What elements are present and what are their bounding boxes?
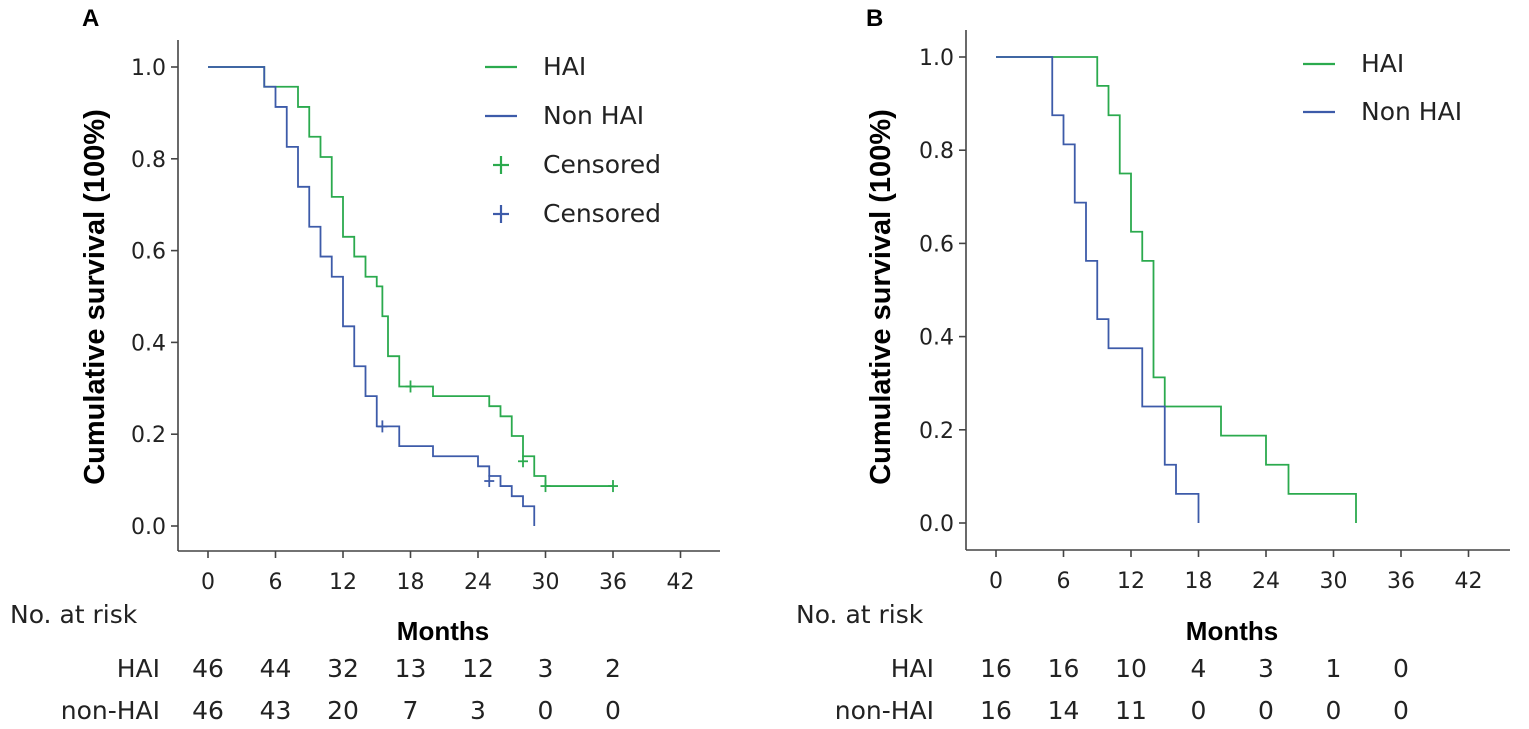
- censor-mark: [608, 480, 618, 493]
- at-risk-value: 0: [1258, 696, 1274, 725]
- x-tick-label: 36: [599, 570, 627, 595]
- censor-mark: [377, 420, 388, 433]
- y-tick-label: 0.2: [919, 419, 954, 444]
- at-risk-value: 0: [538, 696, 554, 725]
- at-risk-value: 7: [403, 696, 419, 725]
- y-tick-label: 0.2: [131, 423, 166, 448]
- x-tick-label: 42: [1455, 569, 1483, 594]
- at-risk-value: 1: [1326, 654, 1342, 683]
- x-tick-label: 18: [1185, 569, 1213, 594]
- censor-mark: [518, 455, 528, 468]
- at-risk-value: 44: [260, 654, 292, 683]
- legend-label: Non HAI: [543, 101, 644, 130]
- at-risk-row-label: non-HAI: [61, 696, 160, 725]
- at-risk-value: 32: [327, 654, 359, 683]
- panel-label: A: [82, 5, 99, 32]
- at-risk-value: 10: [1115, 654, 1147, 683]
- at-risk-row-label: HAI: [117, 654, 160, 683]
- x-tick-label: 24: [464, 570, 492, 595]
- at-risk-value: 3: [538, 654, 554, 683]
- censor-mark: [484, 475, 495, 488]
- x-axis-label: Months: [397, 616, 489, 646]
- legend-item: Non HAI: [485, 101, 644, 130]
- at-risk-value: 43: [260, 696, 292, 725]
- legend-item: HAI: [485, 52, 586, 81]
- at-risk-title: No. at risk: [796, 600, 924, 629]
- y-tick-label: 1.0: [919, 46, 954, 71]
- y-axis-label: Cumulative survival (100%): [865, 109, 897, 485]
- at-risk-value: 0: [1393, 654, 1409, 683]
- x-tick-label: 18: [397, 570, 425, 595]
- y-tick-label: 1.0: [131, 56, 166, 81]
- y-tick-label: 0.0: [131, 515, 166, 540]
- at-risk-value: 0: [1326, 696, 1342, 725]
- x-tick-label: 42: [667, 570, 695, 595]
- at-risk-value: 12: [462, 654, 494, 683]
- at-risk-value: 46: [192, 696, 224, 725]
- censor-mark: [405, 380, 416, 393]
- legend-item: HAI: [1303, 49, 1404, 78]
- y-axis-label: Cumulative survival (100%): [79, 109, 111, 485]
- at-risk-value: 14: [1048, 696, 1080, 725]
- legend-label: Non HAI: [1361, 97, 1462, 126]
- panel-label: B: [866, 5, 883, 32]
- at-risk-row-label: HAI: [891, 654, 934, 683]
- at-risk-value: 2: [605, 654, 621, 683]
- at-risk-value: 3: [1258, 654, 1274, 683]
- km-curve-non-hai: [996, 56, 1200, 523]
- x-tick-label: 0: [989, 569, 1003, 594]
- legend-label: HAI: [543, 52, 586, 81]
- panel-a: A0.00.20.40.60.81.00 6 12 18 24 30 36 42Cumulat…: [10, 5, 720, 725]
- x-tick-label: 6: [269, 570, 283, 595]
- at-risk-value: 13: [395, 654, 427, 683]
- at-risk-value: 16: [980, 654, 1012, 683]
- km-curve-non-hai: [208, 66, 536, 526]
- at-risk-value: 11: [1115, 696, 1147, 725]
- km-curve-hai: [996, 56, 1357, 523]
- censor-mark: [540, 480, 551, 493]
- at-risk-row-label: non-HAI: [835, 696, 934, 725]
- x-tick-label: 6: [1057, 569, 1071, 594]
- at-risk-value: 0: [1393, 696, 1409, 725]
- at-risk-value: 20: [327, 696, 359, 725]
- at-risk-value: 16: [980, 696, 1012, 725]
- x-tick-label: 36: [1387, 569, 1415, 594]
- legend-item: Non HAI: [1303, 97, 1462, 126]
- legend-label: Censored: [543, 199, 661, 228]
- y-tick-label: 0.4: [131, 331, 166, 356]
- legend-item: Censored: [493, 199, 661, 228]
- x-tick-label: 12: [1117, 569, 1145, 594]
- x-tick-label: 0: [201, 570, 215, 595]
- y-tick-label: 0.6: [919, 232, 954, 257]
- km-curve-hai: [208, 66, 613, 487]
- y-tick-label: 0.4: [919, 326, 954, 351]
- at-risk-value: 16: [1048, 654, 1080, 683]
- legend-item: Censored: [493, 150, 661, 179]
- legend-label: HAI: [1361, 49, 1404, 78]
- at-risk-value: 0: [1191, 696, 1207, 725]
- y-tick-label: 0.8: [919, 139, 954, 164]
- y-tick-label: 0.6: [131, 240, 166, 265]
- legend-label: Censored: [543, 150, 661, 179]
- at-risk-value: 4: [1191, 654, 1207, 683]
- panel-b: B0.00.20.40.60.81.00 6 12 18 24 30 36 42Cumulat…: [796, 5, 1510, 725]
- x-tick-label: 24: [1252, 569, 1280, 594]
- x-tick-label: 12: [329, 570, 357, 595]
- x-axis-label: Months: [1186, 616, 1278, 646]
- y-tick-label: 0.8: [131, 148, 166, 173]
- at-risk-value: 46: [192, 654, 224, 683]
- y-tick-label: 0.0: [919, 512, 954, 537]
- x-tick-label: 30: [1320, 569, 1348, 594]
- at-risk-title: No. at risk: [10, 600, 138, 629]
- at-risk-value: 0: [605, 696, 621, 725]
- x-tick-label: 30: [532, 570, 560, 595]
- at-risk-value: 3: [470, 696, 486, 725]
